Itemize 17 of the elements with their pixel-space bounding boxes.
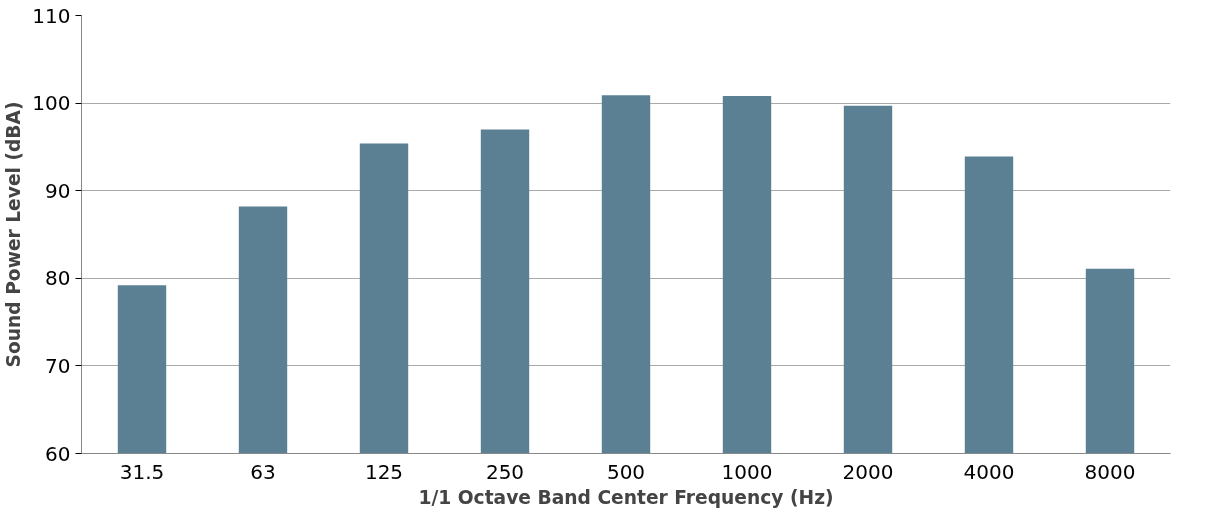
x-tick-label: 1000 xyxy=(721,459,773,484)
x-axis-title: 1/1 Octave Band Center Frequency (Hz) xyxy=(418,486,834,508)
y-tick-label: 80 xyxy=(45,266,71,291)
x-tick-label: 8000 xyxy=(1084,459,1136,484)
y-tick-label: 90 xyxy=(45,178,71,203)
x-tick-label: 500 xyxy=(606,459,646,484)
x-tick-label: 4000 xyxy=(963,459,1015,484)
y-axis-title: Sound Power Level (dBA) xyxy=(3,101,25,368)
y-tick-label: 70 xyxy=(45,353,71,378)
x-tick-label: 125 xyxy=(364,459,404,484)
y-tick-label: 60 xyxy=(45,441,71,466)
y-tick-label: 110 xyxy=(32,3,71,28)
x-tick-label: 2000 xyxy=(842,459,894,484)
y-tick-label: 100 xyxy=(32,91,71,116)
x-tick-label: 31.5 xyxy=(119,459,165,484)
x-tick-label: 250 xyxy=(485,459,525,484)
x-tick-label: 63 xyxy=(250,459,276,484)
